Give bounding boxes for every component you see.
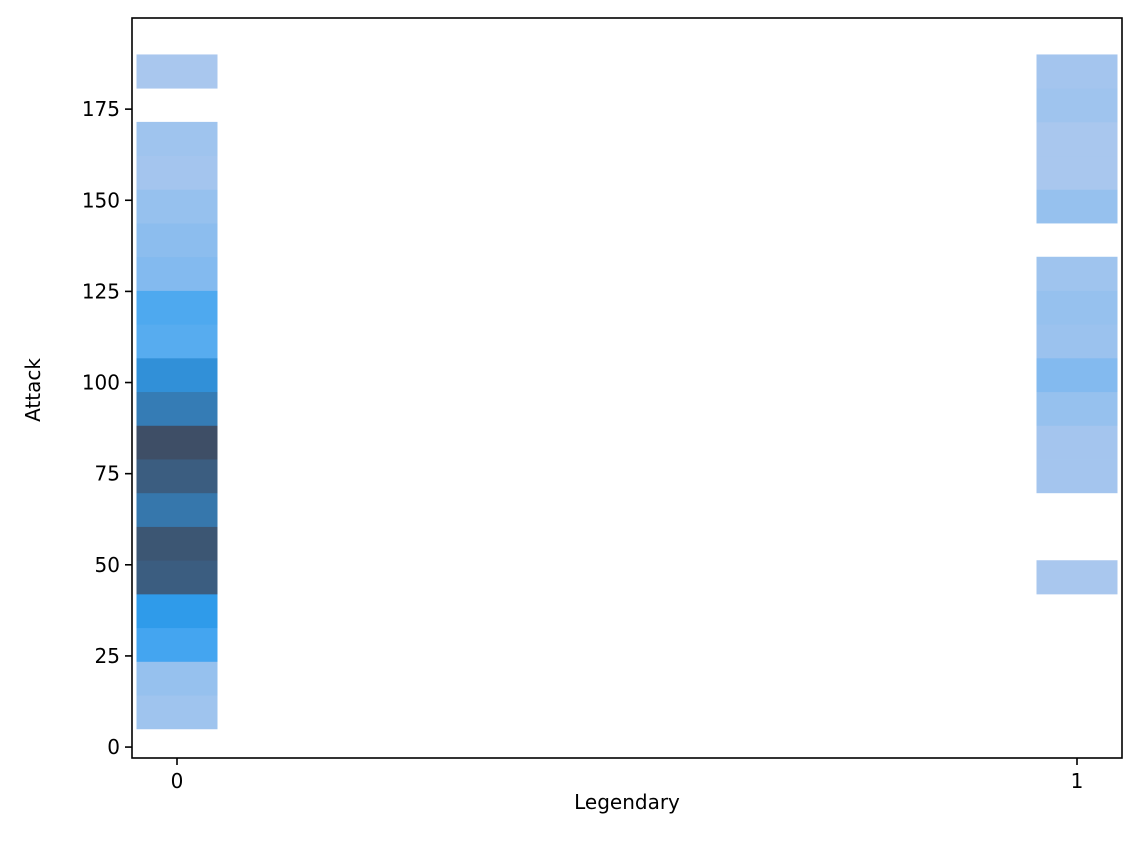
y-tick-label: 175 — [82, 97, 120, 121]
y-tick-label: 50 — [95, 553, 120, 577]
heatmap-cell-x1-bin9 — [1036, 155, 1118, 190]
heatmap-cell-x0-bin7 — [136, 459, 218, 494]
heatmap-cell-x1-bin5 — [1036, 324, 1118, 359]
heatmap-cell-x0-bin17 — [136, 121, 218, 157]
heatmap-cell-x0-bin14 — [136, 223, 218, 258]
heatmap-cell-x0-bin13 — [136, 256, 218, 291]
y-tick-label: 150 — [82, 188, 120, 212]
y-tick-label: 125 — [82, 279, 120, 303]
y-tick-label: 0 — [107, 735, 120, 759]
plot-frame — [131, 17, 1123, 759]
heatmap-cell-x1-bin4 — [1036, 357, 1118, 393]
heatmap-cell-x0-bin5 — [136, 526, 218, 561]
heatmap-cell-x0-bin3 — [136, 593, 218, 629]
heatmap-cell-x0-bin4 — [136, 560, 218, 595]
heatmap-cell-x0-bin16 — [136, 155, 218, 190]
heatmap-cell-x0-bin12 — [136, 290, 218, 325]
heatmap-cell-x1-bin0 — [1036, 560, 1118, 595]
x-axis-label: Legendary — [574, 790, 680, 814]
heatmap-cell-x1-bin6 — [1036, 290, 1118, 325]
x-tick-label: 1 — [1071, 769, 1084, 793]
y-tick-label: 100 — [82, 371, 120, 395]
heatmap-cell-x0-bin9 — [136, 391, 218, 426]
heatmap-cell-x0-bin2 — [136, 627, 218, 662]
heatmap-cell-x0-bin15 — [136, 189, 218, 224]
x-tick-label: 0 — [171, 769, 184, 793]
heatmap-cell-x1-bin1 — [1036, 459, 1118, 494]
heatmap-cell-x0-bin11 — [136, 324, 218, 359]
heatmap-cell-x0-bin10 — [136, 357, 218, 393]
y-axis-label: Attack — [21, 358, 45, 422]
heatmap-cell-x0-bin18 — [136, 54, 218, 89]
heatmap-cell-x1-bin3 — [1036, 391, 1118, 426]
heatmap-cell-x1-bin10 — [1036, 121, 1118, 157]
heatmap-cell-x0-bin8 — [136, 425, 218, 460]
heatmap-cell-x0-bin1 — [136, 661, 218, 696]
heatmap-cell-x1-bin11 — [1036, 88, 1118, 123]
heatmap-cell-x1-bin2 — [1036, 425, 1118, 460]
heatmap-cell-x0-bin0 — [136, 695, 218, 730]
heatmap-cell-x1-bin12 — [1036, 54, 1118, 89]
y-axis: 0 25 50 75 100 125 150 175 — [82, 97, 132, 759]
heatmap-cell-x1-bin8 — [1036, 189, 1118, 224]
y-tick-label: 75 — [95, 462, 120, 486]
heatmap-cell-x0-bin6 — [136, 492, 218, 527]
heatmap-cell-x1-bin7 — [1036, 256, 1118, 291]
bins-layer — [136, 54, 1118, 730]
y-tick-label: 25 — [95, 644, 120, 668]
